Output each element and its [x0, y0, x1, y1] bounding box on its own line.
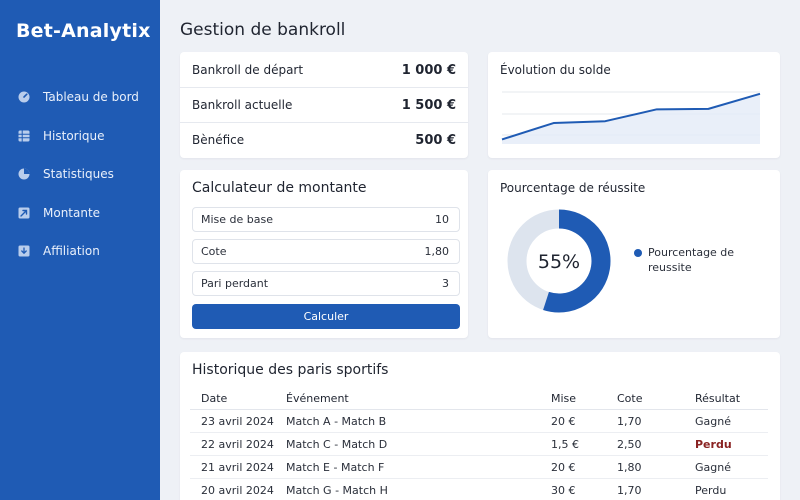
- success-rate-card: Pourcentage de réussite 55% Pourcentage …: [488, 170, 780, 338]
- profit-value: 500 €: [415, 132, 456, 148]
- stake-calculator-card: Calculateur de montante Mise de base 10 …: [180, 170, 468, 338]
- col-result: Résultat: [695, 391, 741, 405]
- calculate-button[interactable]: Calculer: [192, 304, 460, 329]
- row-date: 23 avril 2024: [201, 415, 274, 428]
- base-stake-field[interactable]: Mise de base 10: [192, 207, 460, 232]
- bankroll-current-label: Bankroll actuelle: [192, 98, 293, 112]
- trend-up-icon: [17, 206, 31, 220]
- col-event: Événement: [286, 391, 349, 405]
- sidebar: Bet-Analytix Tableau de bord Historique …: [0, 0, 160, 500]
- balance-evolution-card: Évolution du solde: [488, 52, 780, 158]
- row-odds: 2,50: [617, 438, 642, 451]
- sidebar-item-statistiques[interactable]: Statistiques: [0, 155, 160, 194]
- bankroll-start-value: 1 000 €: [401, 62, 456, 78]
- donut-success-slice: [543, 209, 611, 313]
- losing-bet-label: Pari perdant: [201, 277, 269, 290]
- row-stake: 30 €: [551, 484, 576, 497]
- losing-bet-value: 3: [442, 277, 449, 290]
- row-result: Perdu: [695, 438, 732, 451]
- legend-label: Pourcentage de reussite: [648, 246, 735, 274]
- table-row[interactable]: 23 avril 2024 Match A - Match B 20 € 1,7…: [190, 410, 768, 433]
- sidebar-item-label: Tableau de bord: [43, 90, 139, 105]
- row-date: 20 avril 2024: [201, 484, 274, 497]
- legend-swatch: [634, 249, 642, 257]
- history-title: Historique des paris sportifs: [192, 362, 389, 378]
- row-stake: 20 €: [551, 461, 576, 474]
- base-stake-value: 10: [435, 213, 449, 226]
- success-rate-donut: 55%: [507, 209, 611, 313]
- row-stake: 20 €: [551, 415, 576, 428]
- brand-logo: Bet-Analytix: [16, 20, 151, 42]
- sidebar-item-montante[interactable]: Montante: [0, 194, 160, 233]
- donut-legend: Pourcentage de reussite: [634, 245, 748, 275]
- sidebar-item-label: Affiliation: [43, 244, 100, 259]
- odds-label: Cote: [201, 245, 227, 258]
- divider: [180, 87, 468, 88]
- odds-field[interactable]: Cote 1,80: [192, 239, 460, 264]
- area-fill: [502, 93, 760, 144]
- sidebar-item-tableau-de-bord[interactable]: Tableau de bord: [0, 78, 160, 117]
- row-event: Match C - Match D: [286, 438, 388, 451]
- sidebar-item-label: Statistiques: [43, 167, 114, 182]
- table-header: Date Événement Mise Cote Résultat: [190, 386, 768, 410]
- row-event: Match G - Match H: [286, 484, 388, 497]
- bankroll-card: Bankroll de départ 1 000 € Bankroll actu…: [180, 52, 468, 158]
- col-stake: Mise: [551, 391, 577, 405]
- pie-chart-icon: [17, 167, 31, 181]
- row-result: Perdu: [695, 484, 727, 497]
- sidebar-item-affiliation[interactable]: Affiliation: [0, 232, 160, 271]
- donut-center-label: 55%: [538, 251, 580, 273]
- gauge-icon: [17, 90, 31, 104]
- sidebar-nav: Tableau de bord Historique Statistiques …: [0, 78, 160, 271]
- bankroll-current-row: Bankroll actuelle 1 500 €: [180, 88, 468, 122]
- bankroll-start-row: Bankroll de départ 1 000 €: [180, 53, 468, 87]
- series-line: [501, 92, 761, 141]
- col-date: Date: [201, 391, 228, 405]
- divider: [180, 122, 468, 123]
- balance-evolution-title: Évolution du solde: [500, 63, 611, 77]
- bankroll-current-value: 1 500 €: [401, 97, 456, 113]
- sidebar-item-label: Montante: [43, 205, 101, 220]
- row-odds: 1,70: [617, 484, 642, 497]
- sidebar-item-label: Historique: [43, 128, 105, 143]
- row-date: 22 avril 2024: [201, 438, 274, 451]
- base-stake-label: Mise de base: [201, 213, 274, 226]
- page-title: Gestion de bankroll: [180, 20, 346, 40]
- row-event: Match A - Match B: [286, 415, 387, 428]
- row-odds: 1,70: [617, 415, 642, 428]
- calculator-title: Calculateur de montante: [192, 180, 367, 196]
- profit-label: Bènéfice: [192, 133, 245, 147]
- row-odds: 1,80: [617, 461, 642, 474]
- success-rate-title: Pourcentage de réussite: [500, 181, 646, 195]
- odds-value: 1,80: [424, 245, 450, 258]
- bet-history-card: Historique des paris sportifs Date Événe…: [180, 352, 780, 500]
- row-result: Gagné: [695, 461, 731, 474]
- losing-bet-field[interactable]: Pari perdant 3: [192, 271, 460, 296]
- row-date: 21 avril 2024: [201, 461, 274, 474]
- main-content: Gestion de bankroll Bankroll de départ 1…: [160, 0, 800, 500]
- row-stake: 1,5 €: [551, 438, 579, 451]
- sidebar-item-historique[interactable]: Historique: [0, 117, 160, 156]
- download-icon: [17, 244, 31, 258]
- row-event: Match E - Match F: [286, 461, 385, 474]
- table-row[interactable]: 21 avril 2024 Match E - Match F 20 € 1,8…: [190, 456, 768, 479]
- table-icon: [17, 129, 31, 143]
- bankroll-start-label: Bankroll de départ: [192, 63, 304, 77]
- profit-row: Bènéfice 500 €: [180, 123, 468, 157]
- row-result: Gagné: [695, 415, 731, 428]
- table-row[interactable]: 22 avril 2024 Match C - Match D 1,5 € 2,…: [190, 433, 768, 456]
- table-row[interactable]: 20 avril 2024 Match G - Match H 30 € 1,7…: [190, 479, 768, 500]
- col-odds: Cote: [617, 391, 643, 405]
- balance-evolution-chart: [501, 91, 761, 144]
